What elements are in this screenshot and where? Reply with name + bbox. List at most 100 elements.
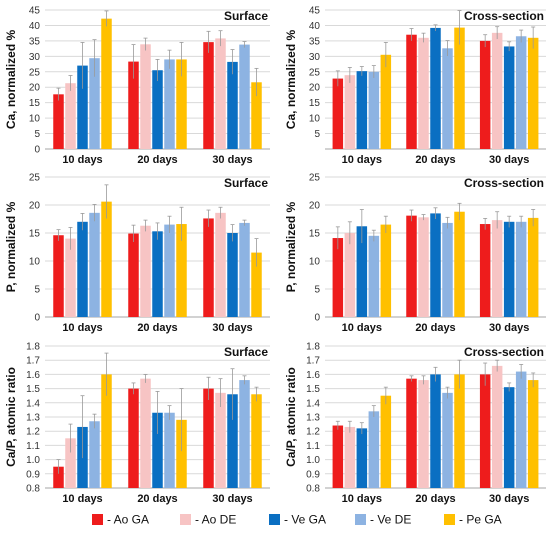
x-tick-label: 10 days [62,322,102,334]
y-tick-label: 1.5 [306,384,320,395]
bar [356,226,368,317]
bar [140,378,151,488]
chart-panel-4: 0 5 10 15 20 25 P, normalized % Cross-section 10… [284,173,546,334]
bar [251,82,262,149]
bar [491,365,503,488]
bar [368,235,380,317]
bar [203,42,214,149]
x-tick-label: 20 days [415,322,455,334]
bar [332,78,344,149]
y-tick-label: 1.1 [26,441,40,452]
bar [215,392,226,488]
bar [128,61,139,150]
bar [176,59,187,149]
bar [203,218,214,317]
bar [128,388,139,488]
chart-panel-5: 0.8 0.9 1.0 1.1 1.2 1.3 1.4 1.5 1.6 1.7 1.8 Ca/P, a… [4,342,270,505]
bar [406,378,417,488]
y-tick-label: 1.2 [26,427,40,438]
bar [503,221,515,317]
y-tick-label: 15 [309,229,321,240]
bar [430,213,441,317]
bar [53,235,64,317]
legend-label: - Ve DE [370,513,411,527]
x-tick-label: 30 days [489,493,529,505]
y-tick-label: 0.9 [306,469,320,480]
y-tick-label: 45 [309,6,321,17]
y-tick-label: 20 [309,201,321,212]
chart-title: Cross-section [464,9,544,23]
y-tick-label: 5 [314,129,320,140]
legend-label: - Pe GA [459,513,502,527]
y-tick-label: 5 [314,285,320,296]
bar [152,412,163,488]
bar [527,37,539,149]
bar [65,83,76,149]
y-tick-label: 1.7 [306,356,320,367]
bar [176,419,187,488]
y-tick-label: 30 [309,52,321,63]
bar [430,374,441,488]
bar [368,71,380,149]
y-tick-label: 1.6 [306,370,320,381]
legend-swatch [444,514,455,525]
bar [77,221,88,317]
y-tick-label: 5 [34,285,40,296]
y-tick-label: 0 [314,313,320,324]
bar [239,222,250,317]
chart-title: Cross-section [464,345,544,359]
bar [479,224,491,317]
bar [251,252,262,317]
bar [164,224,175,317]
bar [406,215,417,317]
y-tick-label: 1.7 [26,356,40,367]
x-tick-label: 10 days [342,154,382,166]
x-tick-label: 10 days [62,154,102,166]
x-tick-label: 30 days [489,154,529,166]
y-tick-label: 10 [309,114,321,125]
x-tick-label: 30 days [212,322,252,334]
y-tick-label: 40 [29,21,41,32]
bar [65,438,76,488]
x-tick-label: 20 days [415,493,455,505]
y-axis-label: Ca, normalized % [4,29,18,129]
y-tick-label: 1.0 [306,455,320,466]
bar [140,225,151,317]
y-tick-label: 15 [29,98,41,109]
bar [227,233,238,317]
y-axis-label: P, normalized % [4,201,18,292]
bar [479,374,491,488]
y-tick-label: 30 [29,52,41,63]
y-tick-label: 35 [29,36,41,47]
y-tick-label: 10 [29,257,41,268]
y-tick-label: 1.2 [306,427,320,438]
y-tick-label: 25 [309,173,321,184]
x-tick-label: 20 days [137,322,177,334]
bar [101,374,112,488]
bar [430,27,441,149]
bar [164,412,175,488]
bar [215,38,226,149]
chart-panel-3: 0 5 10 15 20 25 P, normalized % Surface 10 days 2… [4,173,270,334]
y-tick-label: 45 [29,6,41,17]
bar [527,380,539,488]
bar [380,54,392,149]
y-tick-label: 10 [29,114,41,125]
y-tick-label: 35 [309,36,321,47]
y-tick-label: 1.3 [306,413,320,424]
y-tick-label: 20 [309,83,321,94]
x-tick-label: 10 days [342,493,382,505]
y-tick-label: 5 [34,129,40,140]
y-tick-label: 0.9 [26,469,40,480]
bar [140,44,151,149]
x-tick-label: 20 days [137,154,177,166]
y-axis-label: Ca, normalized % [284,29,298,129]
bar [356,428,368,488]
y-tick-label: 40 [309,21,321,32]
bar [380,224,392,317]
x-tick-label: 20 days [415,154,455,166]
legend-item: - Pe GA [444,513,502,527]
bar [344,426,356,488]
bar [332,238,344,317]
bar [89,58,100,149]
